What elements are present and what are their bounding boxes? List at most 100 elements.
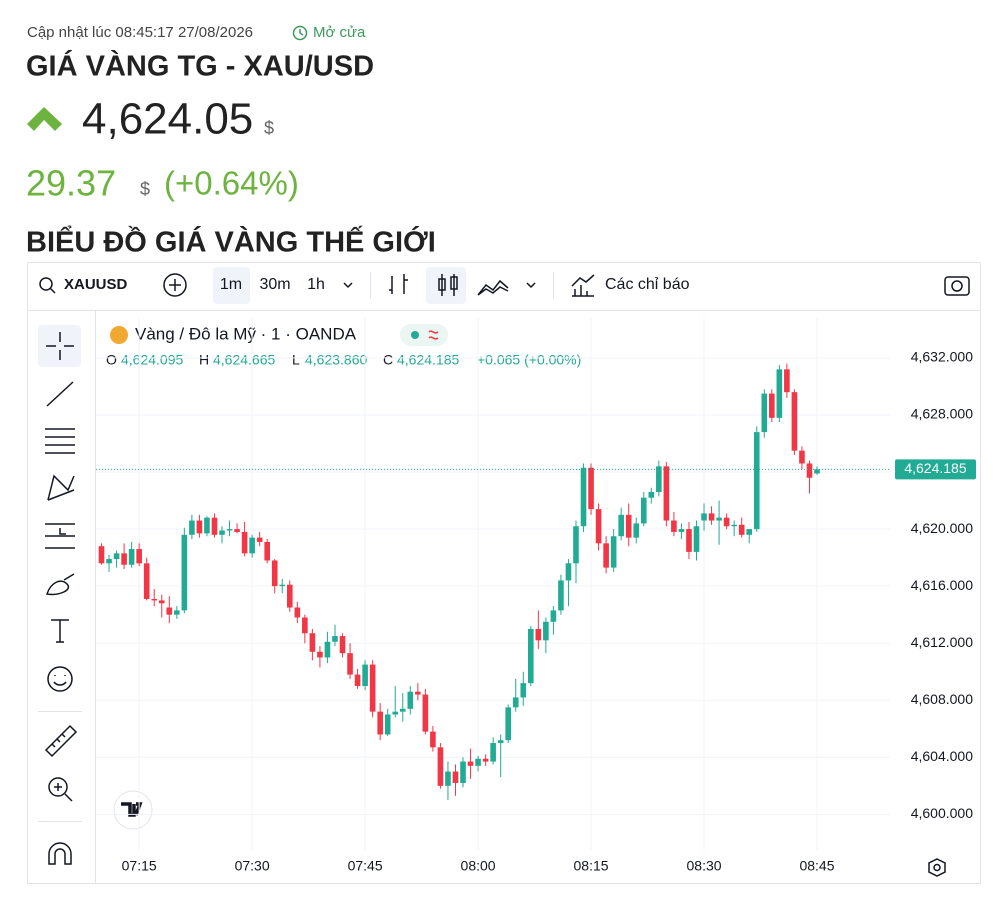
text-tool[interactable] [51,619,69,643]
candle-body [656,466,662,493]
add-symbol[interactable] [163,273,187,297]
candle-body [588,467,594,510]
legend-change: +0.065 (+0.00%) [477,352,581,368]
fib-tool[interactable] [45,428,75,454]
candle-body [806,463,813,478]
ohlc-legend: O 4,624.095 H 4,624.665 L 4,623.860 C 4,624.185 [106,352,459,368]
candle-body [618,514,624,537]
y-tick-label: 4,632.000 [911,349,973,365]
candle-body [512,697,519,708]
magnet-tool[interactable] [48,842,72,865]
compare-dropdown[interactable] [526,282,536,289]
brush-tool[interactable] [46,573,75,596]
indicators-button[interactable]: Các chỉ báo [605,276,690,293]
emoji-tool[interactable] [47,666,73,692]
candle-body [294,607,301,618]
candle-body [241,531,248,554]
price: 4,624.05 [82,95,253,144]
candle-body [573,526,579,564]
interval-active-bg [213,267,250,304]
candle-body [211,517,218,535]
y-tick-label: 4,628.000 [911,406,973,422]
section-title: BIỂU ĐỒ GIÁ VÀNG THẾ GIỚI [26,225,436,259]
interval-dropdown[interactable] [343,282,353,289]
candle-body [384,714,391,735]
ruler-tool[interactable] [44,724,78,758]
candle-body [166,607,173,615]
candle-body [422,694,429,732]
interval[interactable]: 30m [259,276,290,293]
screenshot-icon[interactable] [944,276,970,296]
candle-body [362,664,368,686]
candle-body [143,563,150,599]
ohlc-label: O [106,352,117,368]
candle-body [226,529,233,531]
search-icon[interactable] [39,277,53,291]
candle-body [121,553,127,565]
candle-body [189,520,195,535]
crosshair-tool[interactable] [46,332,74,360]
settings-icon[interactable] [928,858,946,877]
last-price-tag [895,459,976,480]
symbol[interactable]: XAUUSD [64,276,128,293]
candle-body [625,514,632,538]
candle-body [234,529,240,532]
change-unit: $ [140,179,150,199]
candle-body [505,707,512,741]
forecast-tool[interactable] [45,523,75,549]
price-unit: $ [264,118,274,138]
interval[interactable]: 1m [220,276,242,293]
x-tick-label: 07:45 [348,858,383,874]
y-tick-label: 4,600.000 [911,805,973,821]
candle-body [317,651,323,658]
compare-icon[interactable] [477,279,509,296]
candle-body [98,546,105,564]
zoom-tool-glyph [54,783,73,802]
candle-body [565,563,572,581]
status-dot [411,331,419,339]
candle-body [543,621,549,641]
pattern-tool[interactable] [47,474,75,501]
candle-body [249,537,255,554]
trendline-tool[interactable] [46,381,74,407]
candle-body [204,517,210,534]
candle-body [181,534,188,611]
candle-body [332,636,338,642]
interval[interactable]: 1h [307,276,325,293]
ohlc-value: 4,624.095 [121,352,183,368]
candle-body [196,520,203,534]
candle-body [158,600,165,604]
search-icon-handle [49,287,56,294]
change: 29.37 [26,163,116,204]
candle-body [753,432,760,530]
x-tick-label: 08:30 [687,858,722,874]
updated-time: Cập nhật lúc 08:45:17 27/08/2026 [27,24,253,41]
candle-body [354,674,361,686]
candle-body [610,536,617,568]
candle-body [663,466,670,521]
candle-body [716,517,722,521]
legend-title: Vàng / Đô la Mỹ · 1 · OANDA [135,324,357,343]
status-pill [400,324,448,346]
candle-body [633,523,640,538]
candle-body [128,549,135,565]
page-title: GIÁ VÀNG TG - XAU/USD [26,49,374,83]
candle-body [256,537,263,542]
zoom-tool[interactable] [48,777,68,797]
candle-body [708,513,715,521]
candle-body [475,758,481,766]
candle-body [701,513,707,521]
bars-icon[interactable] [389,274,408,294]
candle-body [445,771,451,786]
candle-body [814,469,820,474]
indicators-icon[interactable] [571,274,595,297]
candle-body [392,711,399,715]
candles-icon[interactable] [438,278,446,291]
tool-active-bg [38,325,81,367]
candle-body [535,628,542,641]
clock-hands [299,29,304,36]
candle-body [648,492,655,498]
ohlc-label: L [292,352,300,368]
candle-body [467,761,474,766]
y-tick-label: 4,604.000 [911,748,973,764]
